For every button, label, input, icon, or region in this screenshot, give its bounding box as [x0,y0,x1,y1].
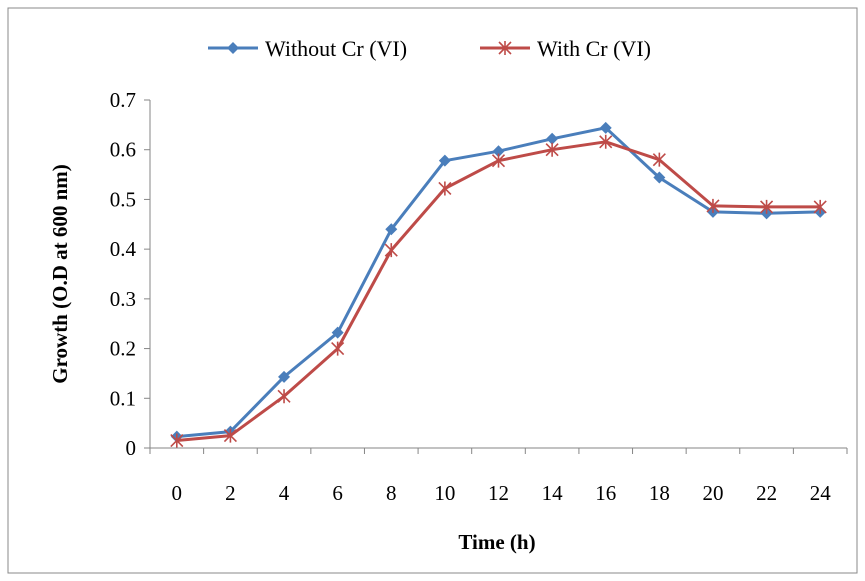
data-point-diamond [546,132,559,145]
y-tick-label: 0.4 [110,237,137,261]
data-point-asterisk [170,433,184,448]
x-axis: 0 2 4 6 8 10 12 14 16 18 20 22 24 [149,447,848,505]
x-tick-label: 18 [649,481,670,505]
data-point-asterisk [599,134,613,149]
legend-label-without-cr: Without Cr (VI) [265,36,407,61]
data-point-asterisk [491,153,506,168]
x-tick-label: 20 [702,481,723,505]
data-point-diamond [438,154,451,167]
y-tick-label: 0.1 [110,386,136,410]
data-point-diamond [385,223,398,236]
x-tick-label: 12 [488,481,509,505]
legend-label-with-cr: With Cr (VI) [537,36,651,61]
x-tick-label: 2 [225,481,236,505]
data-point-asterisk [277,389,291,404]
data-point-diamond [599,121,612,134]
data-point-asterisk [438,181,452,196]
data-point-asterisk [760,199,774,214]
x-tick-label: 10 [434,481,455,505]
x-tick-label: 8 [386,481,397,505]
y-tick-label: 0 [126,436,137,460]
x-tick-label: 0 [172,481,183,505]
y-tick-label: 0.6 [110,138,136,162]
y-tick-label: 0.5 [110,187,136,211]
x-tick-label: 14 [542,481,564,505]
data-point-asterisk [652,152,666,167]
data-point-diamond [653,171,666,184]
y-axis: 0 0.1 0.2 0.3 0.4 0.5 0.6 0.7 [110,88,151,460]
legend-item-with-cr: With Cr (VI) [480,36,651,61]
x-tick-label: 16 [595,481,616,505]
data-point-asterisk [545,142,559,157]
data-point-diamond [331,326,344,339]
legend-item-without-cr: Without Cr (VI) [208,36,407,61]
y-tick-label: 0.3 [110,287,136,311]
legend-asterisk-marker [498,41,512,55]
y-tick-label: 0.7 [110,88,136,112]
x-axis-title: Time (h) [458,530,535,554]
data-point-diamond [278,370,291,383]
data-point-asterisk [331,341,345,356]
x-tick-label: 22 [756,481,777,505]
y-tick-label: 0.2 [110,337,136,361]
x-tick-label: 4 [279,481,290,505]
plot-area [170,121,827,448]
legend-diamond-marker [227,42,239,54]
y-axis-title: Growth (O.D at 600 nm) [48,164,72,384]
data-point-diamond [492,145,505,158]
data-point-asterisk [384,243,398,258]
x-tick-label: 24 [810,481,832,505]
data-point-asterisk [706,198,720,213]
x-tick-label: 6 [332,481,343,505]
data-point-asterisk [223,428,237,443]
data-point-asterisk [813,199,827,214]
series-with-cr [170,134,827,448]
legend: Without Cr (VI) With Cr (VI) [208,36,651,61]
